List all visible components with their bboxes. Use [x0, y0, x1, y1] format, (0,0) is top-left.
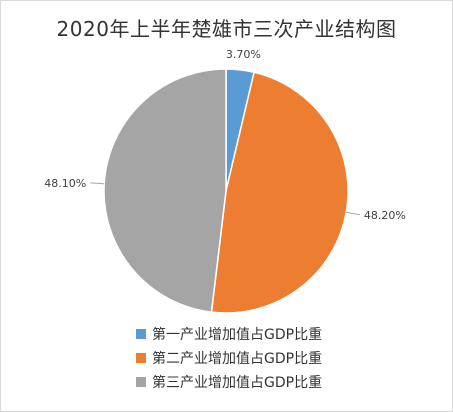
data-label-secondary: 48.20% [364, 209, 406, 222]
leader-line-secondary [346, 211, 360, 216]
data-label-primary: 3.70% [226, 48, 261, 61]
legend-item-secondary: 第二产业增加值占GDP比重 [136, 346, 322, 370]
legend: 第一产业增加值占GDP比重 第二产业增加值占GDP比重 第三产业增加值占GDP比… [136, 322, 322, 394]
legend-label-tertiary: 第三产业增加值占GDP比重 [152, 375, 323, 391]
pie-slice-tertiary [103, 68, 227, 313]
leader-line-tertiary [90, 182, 105, 185]
legend-swatch-secondary [136, 353, 146, 363]
legend-item-tertiary: 第三产业增加值占GDP比重 [136, 370, 322, 394]
legend-label-secondary: 第二产业增加值占GDP比重 [152, 351, 323, 367]
legend-item-primary: 第一产业增加值占GDP比重 [136, 322, 322, 346]
data-label-tertiary: 48.10% [44, 177, 86, 190]
chart-title: 2020年上半年楚雄市三次产业结构图 [56, 17, 397, 41]
legend-swatch-tertiary [136, 377, 146, 387]
pie-slice-secondary [210, 71, 349, 314]
legend-swatch-primary [136, 329, 146, 339]
legend-label-primary: 第一产业增加值占GDP比重 [152, 327, 323, 343]
